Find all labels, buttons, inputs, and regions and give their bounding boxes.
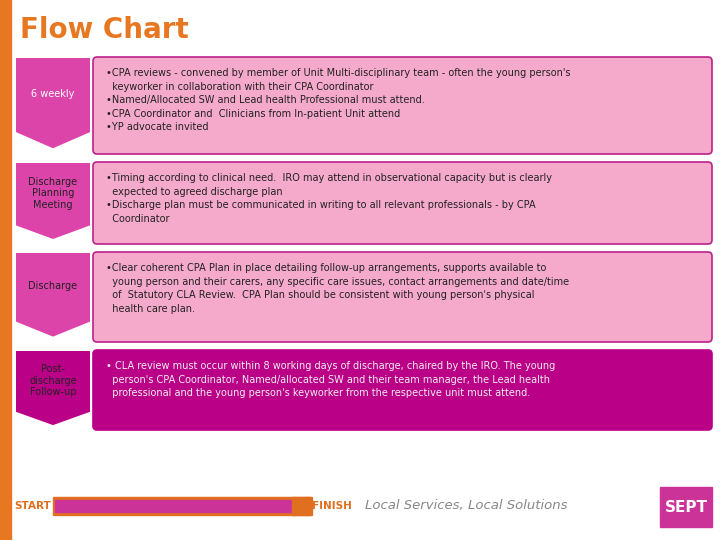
Text: SEPT: SEPT xyxy=(665,500,708,515)
Bar xyxy=(53,497,310,515)
Text: Flow Chart: Flow Chart xyxy=(20,16,189,44)
Text: Local Services, Local Solutions: Local Services, Local Solutions xyxy=(365,500,567,512)
Text: •Clear coherent CPA Plan in place detailing follow-up arrangements, supports ava: •Clear coherent CPA Plan in place detail… xyxy=(106,263,569,314)
Text: Post-
discharge
Follow-up: Post- discharge Follow-up xyxy=(30,364,77,397)
Text: •Timing according to clinical need.  IRO may attend in observational capacity bu: •Timing according to clinical need. IRO … xyxy=(106,173,552,224)
Bar xyxy=(660,487,712,527)
Polygon shape xyxy=(16,351,90,425)
Text: Discharge
Planning
Meeting: Discharge Planning Meeting xyxy=(28,177,78,210)
Bar xyxy=(292,497,312,515)
Text: FINISH: FINISH xyxy=(312,501,352,511)
Text: • CLA review must occur within 8 working days of discharge, chaired by the IRO. : • CLA review must occur within 8 working… xyxy=(106,361,555,398)
Text: START: START xyxy=(14,501,51,511)
Text: •CPA reviews - convened by member of Unit Multi-disciplinary team - often the yo: •CPA reviews - convened by member of Uni… xyxy=(106,68,570,132)
Text: Discharge: Discharge xyxy=(28,281,78,292)
Bar xyxy=(0,0,11,540)
Polygon shape xyxy=(16,58,90,149)
FancyBboxPatch shape xyxy=(93,350,712,430)
FancyBboxPatch shape xyxy=(93,162,712,244)
FancyBboxPatch shape xyxy=(93,57,712,154)
Polygon shape xyxy=(16,163,90,239)
Text: 6 weekly: 6 weekly xyxy=(31,89,75,99)
Polygon shape xyxy=(16,253,90,336)
FancyBboxPatch shape xyxy=(93,252,712,342)
Bar xyxy=(55,500,292,512)
